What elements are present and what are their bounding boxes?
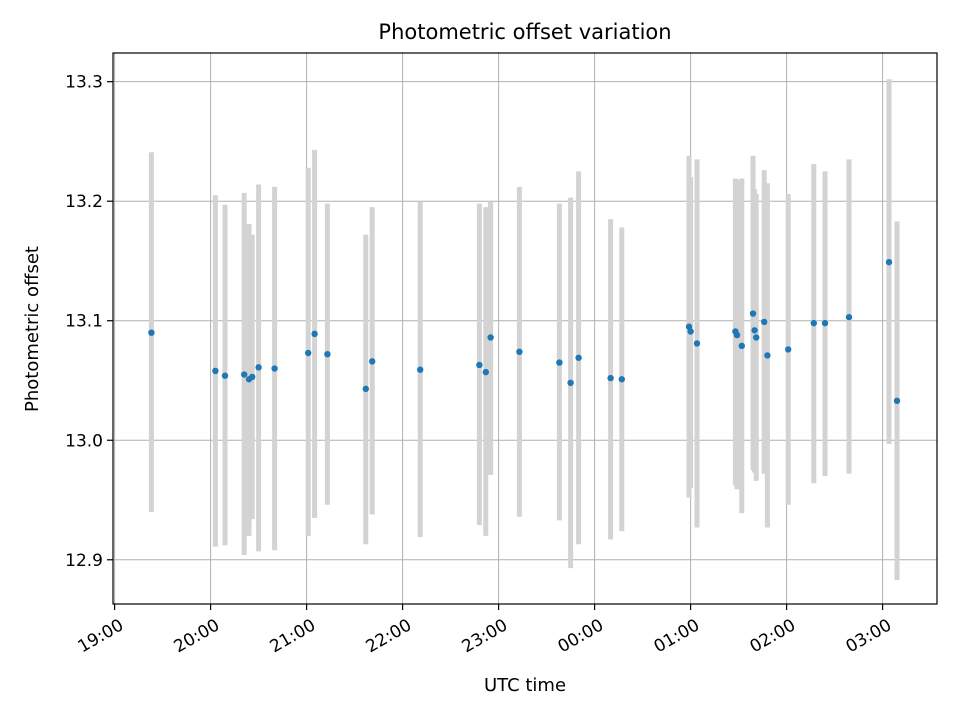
data-point bbox=[764, 352, 771, 359]
data-point bbox=[607, 374, 614, 382]
y-axis-label: Photometric offset bbox=[22, 246, 43, 412]
y-axis-ticks: 12.9 13.0 13.1 13.2 13.3 bbox=[65, 73, 113, 571]
data-point bbox=[785, 346, 792, 353]
data-point bbox=[618, 376, 625, 383]
data-point bbox=[738, 342, 745, 350]
data-point bbox=[305, 349, 312, 357]
data-point bbox=[516, 348, 523, 356]
y-tick-label: 12.9 bbox=[65, 551, 103, 571]
data-point bbox=[761, 318, 768, 326]
data-point bbox=[212, 367, 219, 375]
data-point bbox=[362, 385, 369, 393]
y-tick-label: 13.2 bbox=[65, 192, 103, 212]
data-point bbox=[482, 368, 489, 376]
data-point bbox=[476, 361, 483, 369]
data-point bbox=[255, 364, 262, 371]
data-point bbox=[221, 372, 229, 379]
data-point bbox=[885, 258, 893, 266]
data-point bbox=[324, 350, 331, 358]
data-point bbox=[693, 340, 701, 347]
plot-frame bbox=[112, 52, 938, 605]
data-point bbox=[241, 371, 248, 378]
data-point bbox=[749, 310, 757, 317]
y-tick-label: 13.1 bbox=[65, 312, 103, 332]
data-points bbox=[148, 258, 901, 405]
data-point bbox=[845, 313, 853, 321]
data-point bbox=[567, 379, 574, 387]
data-point bbox=[487, 334, 494, 341]
data-point bbox=[369, 358, 376, 365]
data-point bbox=[556, 359, 563, 366]
y-tick-label: 13.0 bbox=[65, 431, 103, 451]
data-point bbox=[893, 397, 901, 405]
data-point bbox=[753, 334, 760, 341]
data-point bbox=[271, 365, 278, 372]
data-point bbox=[733, 331, 741, 339]
data-point bbox=[751, 327, 758, 334]
data-point bbox=[148, 329, 155, 336]
data-point bbox=[687, 328, 694, 335]
y-tick-label: 13.3 bbox=[65, 73, 103, 93]
x-axis-label: UTC time bbox=[484, 675, 566, 696]
data-point bbox=[417, 366, 424, 373]
data-point bbox=[249, 373, 256, 381]
data-point bbox=[575, 354, 582, 361]
data-point bbox=[311, 330, 318, 338]
data-point bbox=[810, 319, 817, 327]
data-point bbox=[821, 319, 829, 327]
chart-title: Photometric offset variation bbox=[378, 20, 671, 44]
